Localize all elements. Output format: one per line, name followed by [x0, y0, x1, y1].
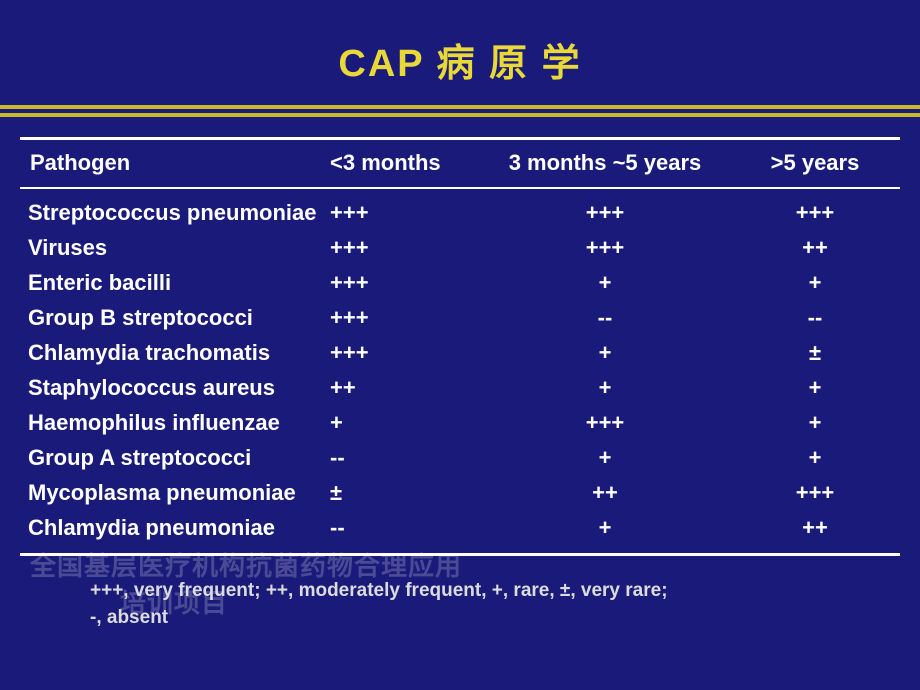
cell-pathogen: Haemophilus influenzae — [20, 406, 320, 439]
cell-col-c: -- — [740, 301, 890, 334]
header-col-a: <3 months — [320, 146, 470, 179]
cell-pathogen: Staphylococcus aureus — [20, 371, 320, 404]
cell-col-b: +++ — [470, 231, 740, 264]
cell-col-c: ± — [740, 336, 890, 369]
table-row: Staphylococcus aureus++++ — [20, 370, 900, 405]
cell-col-a: +++ — [320, 266, 470, 299]
header-col-c: >5 years — [740, 146, 890, 179]
table-row: Streptococcus pneumoniae+++++++++ — [20, 195, 900, 230]
cell-col-c: + — [740, 371, 890, 404]
table-row: Viruses++++++++ — [20, 230, 900, 265]
cell-pathogen: Viruses — [20, 231, 320, 264]
cell-col-b: + — [470, 266, 740, 299]
table-header-row: Pathogen <3 months 3 months ~5 years >5 … — [20, 137, 900, 189]
cell-pathogen: Chlamydia pneumoniae — [20, 511, 320, 544]
cell-pathogen: Group B streptococci — [20, 301, 320, 334]
table-row: Chlamydia trachomatis++++± — [20, 335, 900, 370]
table-row: Group B streptococci+++---- — [20, 300, 900, 335]
cell-col-a: -- — [320, 441, 470, 474]
cell-pathogen: Streptococcus pneumoniae — [20, 196, 320, 229]
slide: CAP 病 原 学 Pathogen <3 months 3 months ~5… — [0, 0, 920, 690]
cell-col-a: ± — [320, 476, 470, 509]
pathogen-table: Pathogen <3 months 3 months ~5 years >5 … — [20, 137, 900, 556]
cell-col-c: + — [740, 441, 890, 474]
cell-col-b: +++ — [470, 406, 740, 439]
table-row: Group A streptococci--++ — [20, 440, 900, 475]
cell-col-c: +++ — [740, 196, 890, 229]
cell-col-b: + — [470, 336, 740, 369]
cell-pathogen: Group A streptococci — [20, 441, 320, 474]
legend-line2: -, absent — [90, 605, 830, 632]
cell-col-c: + — [740, 266, 890, 299]
cell-col-c: + — [740, 406, 890, 439]
cell-col-a: +++ — [320, 231, 470, 264]
cell-col-b: + — [470, 511, 740, 544]
cell-col-c: ++ — [740, 231, 890, 264]
legend: +++, very frequent; ++, moderately frequ… — [90, 578, 830, 631]
table-row: Mycoplasma pneumoniae±+++++ — [20, 475, 900, 510]
cell-col-a: -- — [320, 511, 470, 544]
cell-col-c: ++ — [740, 511, 890, 544]
table-row: Chlamydia pneumoniae--+++ — [20, 510, 900, 545]
cell-col-b: + — [470, 441, 740, 474]
cell-col-b: -- — [470, 301, 740, 334]
cell-col-b: +++ — [470, 196, 740, 229]
cell-col-a: +++ — [320, 196, 470, 229]
cell-pathogen: Enteric bacilli — [20, 266, 320, 299]
cell-pathogen: Mycoplasma pneumoniae — [20, 476, 320, 509]
cell-col-a: + — [320, 406, 470, 439]
cell-col-a: ++ — [320, 371, 470, 404]
cell-col-b: ++ — [470, 476, 740, 509]
cell-col-a: +++ — [320, 301, 470, 334]
header-col-b: 3 months ~5 years — [470, 146, 740, 179]
cell-col-a: +++ — [320, 336, 470, 369]
table-row: Haemophilus influenzae+++++ — [20, 405, 900, 440]
legend-line1: +++, very frequent; ++, moderately frequ… — [90, 578, 830, 605]
table-row: Enteric bacilli+++++ — [20, 265, 900, 300]
slide-title: CAP 病 原 学 — [0, 0, 920, 87]
header-pathogen: Pathogen — [20, 146, 320, 179]
title-divider — [0, 105, 920, 117]
cell-pathogen: Chlamydia trachomatis — [20, 336, 320, 369]
table-body: Streptococcus pneumoniae+++++++++Viruses… — [20, 189, 900, 556]
cell-col-c: +++ — [740, 476, 890, 509]
cell-col-b: + — [470, 371, 740, 404]
